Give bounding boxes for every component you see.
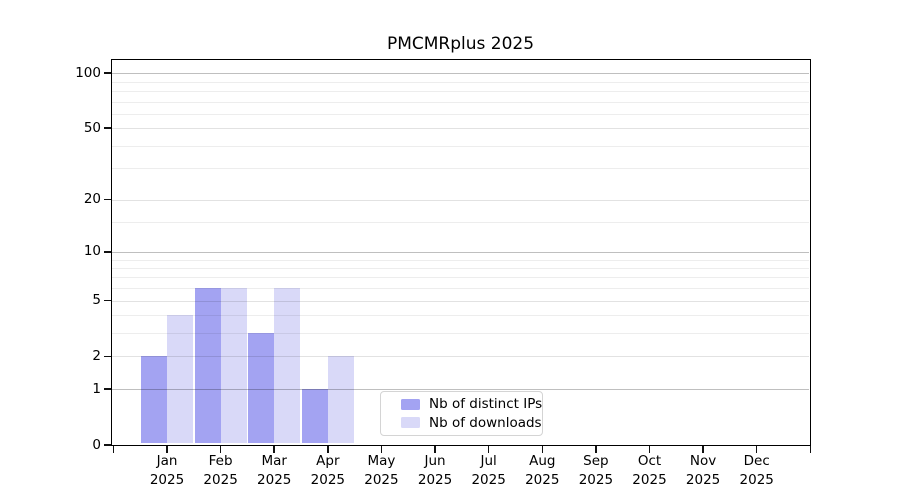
x-tick-mark bbox=[434, 446, 436, 453]
x-tick-mark bbox=[112, 446, 115, 453]
bar-distinct-ips bbox=[301, 389, 328, 444]
x-tick-mark bbox=[809, 446, 812, 453]
legend-label: Nb of distinct IPs bbox=[429, 396, 543, 413]
x-tick-mark bbox=[541, 446, 544, 453]
x-tick-mark bbox=[380, 446, 383, 453]
x-tick-mark bbox=[487, 446, 490, 453]
y-tick-label: 5 bbox=[92, 292, 101, 309]
x-tick-label: Oct 2025 bbox=[632, 453, 667, 488]
minor-gridline bbox=[112, 145, 809, 147]
bar-downloads bbox=[220, 288, 247, 444]
y-tick-label: 0 bbox=[92, 436, 101, 453]
minor-gridline bbox=[112, 277, 809, 279]
x-tick-label: Feb 2025 bbox=[203, 453, 238, 488]
major-gridline bbox=[112, 389, 809, 391]
y-tick-mark bbox=[104, 198, 111, 201]
x-tick-mark bbox=[327, 446, 329, 453]
gridline bbox=[112, 356, 809, 358]
minor-gridline bbox=[112, 315, 809, 317]
x-tick-label: Aug 2025 bbox=[525, 453, 560, 488]
y-tick-label: 10 bbox=[83, 243, 101, 260]
y-tick-label: 1 bbox=[92, 380, 101, 397]
minor-gridline bbox=[112, 168, 809, 170]
minor-gridline bbox=[112, 267, 809, 269]
gridline bbox=[112, 128, 809, 130]
y-tick-label: 50 bbox=[83, 119, 101, 136]
bar-downloads bbox=[274, 288, 301, 444]
x-tick-label: Nov 2025 bbox=[685, 453, 721, 488]
x-tick-label: Sep 2025 bbox=[578, 453, 614, 488]
y-tick-mark bbox=[104, 251, 111, 253]
minor-gridline bbox=[112, 259, 809, 261]
x-tick-label: Jan 2025 bbox=[149, 453, 185, 488]
y-tick-label: 2 bbox=[92, 347, 101, 364]
x-tick-label: May 2025 bbox=[364, 453, 399, 488]
legend: Nb of distinct IPs Nb of downloads bbox=[380, 391, 543, 436]
y-tick-label: 20 bbox=[83, 191, 101, 208]
x-tick-label: Apr 2025 bbox=[310, 453, 345, 488]
minor-gridline bbox=[112, 221, 809, 223]
minor-gridline bbox=[112, 90, 809, 92]
legend-label: Nb of downloads bbox=[429, 414, 542, 431]
major-gridline bbox=[112, 251, 809, 253]
minor-gridline bbox=[112, 333, 809, 335]
major-gridline bbox=[112, 73, 809, 75]
minor-gridline bbox=[112, 113, 809, 115]
gridline bbox=[112, 300, 809, 302]
x-tick-mark bbox=[595, 446, 597, 453]
bar-distinct-ips bbox=[248, 333, 275, 444]
minor-gridline bbox=[112, 288, 809, 290]
gridline bbox=[112, 199, 809, 201]
x-tick-mark bbox=[648, 446, 651, 453]
y-tick-mark bbox=[104, 355, 111, 358]
minor-gridline bbox=[112, 101, 809, 103]
bar-distinct-ips bbox=[141, 356, 167, 444]
x-tick-mark bbox=[273, 446, 275, 453]
x-tick-label: Dec 2025 bbox=[739, 453, 774, 488]
y-tick-mark bbox=[104, 72, 111, 74]
chart-title: PMCMRplus 2025 bbox=[386, 34, 535, 54]
legend-item-distinct-ips: Nb of distinct IPs bbox=[391, 396, 542, 412]
bar-distinct-ips bbox=[194, 288, 221, 444]
legend-swatch-downloads bbox=[401, 417, 420, 429]
x-tick-label: Jul 2025 bbox=[471, 453, 506, 488]
y-tick-label: 100 bbox=[75, 64, 101, 81]
y-tick-mark bbox=[104, 388, 111, 390]
x-tick-mark bbox=[219, 446, 222, 453]
bar-downloads bbox=[167, 315, 193, 444]
x-tick-mark bbox=[702, 446, 704, 453]
x-tick-label: Mar 2025 bbox=[257, 453, 292, 488]
minor-gridline bbox=[112, 81, 809, 83]
y-tick-mark bbox=[104, 299, 111, 302]
y-tick-mark bbox=[104, 444, 111, 446]
y-tick-mark bbox=[104, 127, 111, 129]
legend-swatch-distinct-ips bbox=[401, 398, 420, 410]
bar-downloads bbox=[327, 356, 354, 444]
legend-item-downloads: Nb of downloads bbox=[391, 415, 542, 431]
x-tick-mark bbox=[755, 446, 758, 453]
x-tick-mark bbox=[166, 446, 168, 453]
x-tick-label: Jun 2025 bbox=[417, 453, 453, 488]
